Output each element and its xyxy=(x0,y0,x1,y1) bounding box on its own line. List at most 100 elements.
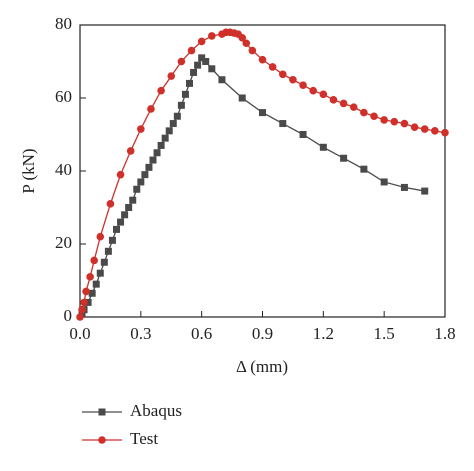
data-point xyxy=(78,305,86,314)
data-point xyxy=(208,32,216,40)
data-point xyxy=(360,165,368,173)
data-point xyxy=(90,256,98,265)
data-point xyxy=(187,46,196,55)
y-tick-label: 20 xyxy=(55,233,72,252)
data-point xyxy=(116,170,125,179)
series-line xyxy=(79,31,446,318)
data-point xyxy=(147,105,155,113)
data-point xyxy=(157,141,165,149)
data-point xyxy=(177,101,185,109)
data-point xyxy=(238,94,246,102)
data-point xyxy=(96,269,104,277)
x-tick-label: 0.9 xyxy=(252,324,273,343)
data-point xyxy=(319,90,328,99)
data-point xyxy=(117,218,125,226)
data-point xyxy=(339,99,348,108)
data-point xyxy=(137,125,145,133)
y-tick-label: 40 xyxy=(55,160,72,179)
data-point xyxy=(84,298,92,306)
data-point xyxy=(242,39,251,48)
data-point xyxy=(145,163,153,171)
data-point xyxy=(197,37,206,46)
data-point xyxy=(133,185,141,193)
data-point xyxy=(400,119,409,128)
data-point xyxy=(129,196,137,204)
data-point xyxy=(319,143,327,151)
data-point xyxy=(113,225,120,233)
data-point xyxy=(441,128,449,137)
data-point xyxy=(141,171,149,179)
data-point xyxy=(299,131,307,138)
data-point xyxy=(137,178,145,186)
data-point xyxy=(153,149,161,157)
data-point xyxy=(80,298,88,307)
x-tick-label: 0.3 xyxy=(130,324,151,343)
data-point xyxy=(157,86,165,95)
data-point xyxy=(165,127,173,135)
data-point xyxy=(149,156,157,164)
y-tick-label: 60 xyxy=(55,87,72,106)
data-point xyxy=(259,109,266,117)
data-point xyxy=(278,70,287,79)
data-point xyxy=(208,65,216,73)
data-point xyxy=(218,76,226,84)
data-point xyxy=(279,120,287,128)
data-point xyxy=(309,86,317,95)
x-tick-label: 1.8 xyxy=(434,324,455,343)
x-tick-label: 0.0 xyxy=(69,324,90,343)
data-point xyxy=(329,96,338,104)
data-point xyxy=(190,68,198,76)
data-point xyxy=(420,125,429,133)
data-point xyxy=(100,258,108,266)
x-tick-label: 1.2 xyxy=(313,324,334,343)
data-point xyxy=(360,108,368,117)
data-point xyxy=(88,289,96,297)
data-point xyxy=(299,81,307,90)
data-point xyxy=(125,204,133,211)
data-point xyxy=(194,61,202,69)
data-point xyxy=(410,123,419,131)
data-point xyxy=(421,187,429,195)
data-point xyxy=(390,117,399,126)
data-point xyxy=(181,90,189,98)
data-point xyxy=(380,178,388,186)
x-tick-label: 1.5 xyxy=(374,324,395,343)
data-point xyxy=(161,134,169,142)
data-point xyxy=(169,120,177,128)
data-point xyxy=(248,46,257,55)
y-axis-label: P (kN) xyxy=(19,148,38,193)
data-point xyxy=(76,313,84,321)
data-point xyxy=(400,183,408,191)
data-point xyxy=(268,63,277,71)
data-point xyxy=(121,211,129,219)
x-tick-label: 0.6 xyxy=(191,324,212,343)
data-point xyxy=(238,33,247,42)
data-point xyxy=(258,55,267,64)
data-point xyxy=(380,116,388,124)
legend-label: Test xyxy=(130,429,158,448)
data-point xyxy=(106,200,115,208)
y-tick-label: 0 xyxy=(64,306,73,325)
data-point xyxy=(86,273,94,281)
data-point xyxy=(431,127,439,135)
plot-frame xyxy=(79,24,446,318)
data-point xyxy=(108,236,116,244)
data-point xyxy=(370,112,378,121)
data-point xyxy=(96,232,105,241)
data-point xyxy=(349,103,358,111)
legend-marker xyxy=(98,436,106,444)
data-point xyxy=(104,247,112,255)
data-point xyxy=(340,154,348,162)
data-point xyxy=(126,147,135,155)
data-point xyxy=(202,58,210,65)
legend-marker xyxy=(98,408,106,416)
data-point xyxy=(186,79,193,87)
data-point xyxy=(289,75,297,84)
legend-label: Abaqus xyxy=(130,401,182,420)
data-point xyxy=(177,57,186,66)
data-point xyxy=(92,280,100,288)
data-point xyxy=(82,287,90,296)
x-axis-label: Δ (mm) xyxy=(236,357,288,376)
series-line xyxy=(81,56,425,314)
